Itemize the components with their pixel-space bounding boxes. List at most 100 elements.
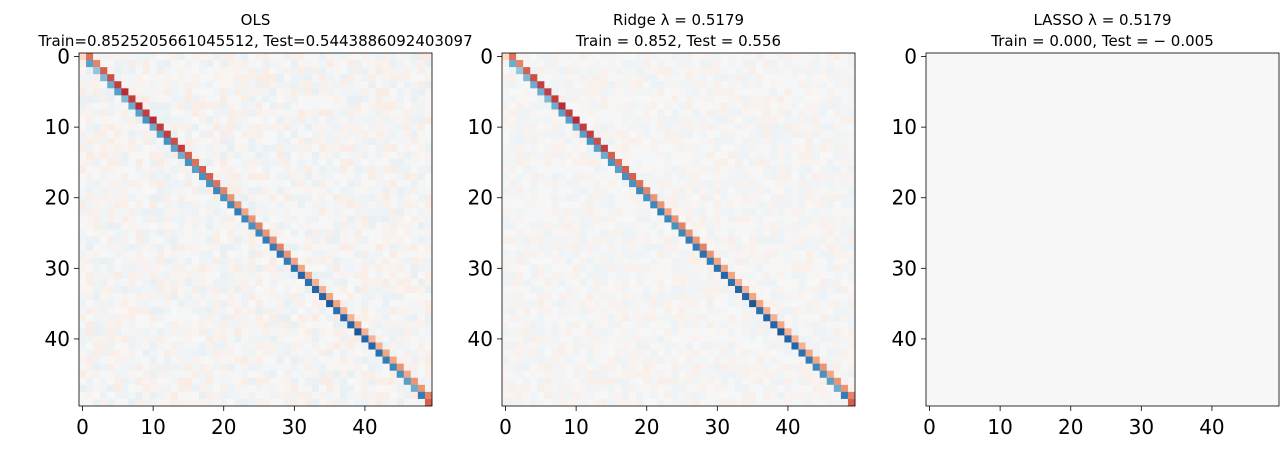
- heatmap-cell: [135, 208, 143, 216]
- heatmap-cell: [812, 102, 820, 110]
- heatmap-cell: [128, 314, 136, 322]
- heatmap-cell: [784, 307, 792, 315]
- heatmap-cell: [791, 173, 799, 181]
- heatmap-cell: [593, 130, 602, 139]
- heatmap-cell: [262, 300, 270, 308]
- heatmap-cell: [297, 398, 306, 407]
- heatmap-cell: [340, 102, 348, 110]
- heatmap-cell: [170, 250, 179, 259]
- heatmap-cell: [191, 342, 200, 350]
- heatmap-cell: [163, 74, 172, 82]
- heatmap-cell: [326, 67, 334, 75]
- heatmap-cell: [791, 53, 799, 61]
- heatmap-cell: [516, 293, 524, 301]
- heatmap-cell: [269, 236, 277, 244]
- heatmap-cell: [685, 300, 693, 308]
- heatmap-cell: [523, 102, 531, 110]
- heatmap-cell: [241, 173, 249, 181]
- heatmap-cell: [671, 123, 679, 131]
- heatmap-cell: [657, 321, 665, 329]
- heatmap-cell: [177, 300, 186, 308]
- heatmap-cell: [678, 264, 686, 273]
- heatmap-cell: [163, 300, 172, 308]
- heatmap-cell: [657, 95, 665, 103]
- heatmap-cell: [756, 250, 764, 259]
- heatmap-cell: [530, 173, 538, 181]
- heatmap-cell: [121, 215, 129, 223]
- heatmap-cell: [389, 278, 397, 287]
- heatmap-cell: [177, 229, 186, 237]
- heatmap-cell: [184, 194, 193, 202]
- heatmap-cell: [375, 271, 383, 280]
- heatmap-cell: [340, 250, 348, 259]
- heatmap-cell: [368, 377, 376, 386]
- heatmap-cell: [241, 74, 249, 82]
- heatmap-cell: [727, 130, 736, 139]
- heatmap-cell: [142, 137, 150, 146]
- heatmap-cell: [79, 384, 87, 393]
- heatmap-cell: [100, 384, 108, 393]
- heatmap-cell: [551, 180, 559, 188]
- heatmap-cell: [163, 215, 172, 223]
- heatmap-cell: [121, 81, 129, 89]
- heatmap-cell: [502, 81, 510, 89]
- heatmap-cell: [304, 130, 313, 139]
- heatmap-cell: [749, 377, 757, 386]
- heatmap-cell: [297, 137, 306, 146]
- heatmap-cell: [664, 194, 672, 202]
- heatmap-cell: [565, 307, 573, 315]
- heatmap-cell: [678, 250, 686, 259]
- heatmap-cell: [742, 391, 750, 400]
- heatmap-cell: [269, 314, 277, 322]
- heatmap-cell: [763, 81, 771, 89]
- heatmap-cell: [678, 370, 686, 379]
- heatmap-cell: [382, 165, 390, 174]
- heatmap-cell: [699, 53, 708, 61]
- heatmap-cell: [234, 81, 242, 89]
- heatmap-cell: [509, 222, 517, 230]
- heatmap-cell: [170, 74, 179, 82]
- heatmap-cell: [777, 335, 785, 343]
- heatmap-cell: [558, 250, 566, 259]
- heatmap-cell: [107, 391, 115, 400]
- heatmap-cell: [643, 180, 651, 188]
- heatmap-cell: [551, 144, 559, 153]
- heatmap-cell: [727, 88, 736, 96]
- heatmap-cell: [361, 165, 369, 174]
- heatmap-cell: [734, 74, 743, 82]
- heatmap-cell: [523, 363, 531, 371]
- heatmap-cell: [403, 102, 412, 110]
- heatmap-cell: [410, 215, 419, 223]
- heatmap-cell: [763, 250, 771, 259]
- heatmap-cell: [523, 314, 531, 322]
- heatmap-cell: [699, 130, 708, 139]
- heatmap-cell: [347, 130, 355, 139]
- heatmap-cell: [128, 88, 136, 96]
- heatmap-cell: [734, 384, 743, 393]
- heatmap-cell: [347, 67, 355, 75]
- heatmap-cell: [812, 377, 820, 386]
- heatmap-cell: [177, 165, 186, 174]
- heatmap-cell: [311, 95, 320, 103]
- heatmap-cell: [614, 74, 623, 82]
- heatmap-cell: [354, 391, 362, 400]
- heatmap-cell: [191, 130, 200, 139]
- heatmap-cell: [720, 391, 729, 400]
- heatmap-cell: [607, 130, 616, 139]
- heatmap-cell: [614, 144, 623, 153]
- heatmap-cell: [290, 53, 299, 61]
- heatmap-cell: [622, 123, 630, 131]
- heatmap-cell: [720, 123, 729, 131]
- heatmap-cell: [417, 335, 426, 343]
- heatmap-cell: [156, 342, 165, 350]
- heatmap-cell: [671, 165, 679, 174]
- heatmap-cell: [586, 229, 595, 237]
- heatmap-cell: [354, 384, 362, 393]
- heatmap-cell: [706, 349, 715, 357]
- heatmap-cell: [685, 321, 693, 329]
- heatmap-cell: [763, 349, 771, 357]
- heatmap-cell: [368, 88, 376, 96]
- heatmap-cell: [551, 278, 559, 287]
- heatmap-cell: [128, 95, 136, 103]
- heatmap-cell: [311, 300, 320, 308]
